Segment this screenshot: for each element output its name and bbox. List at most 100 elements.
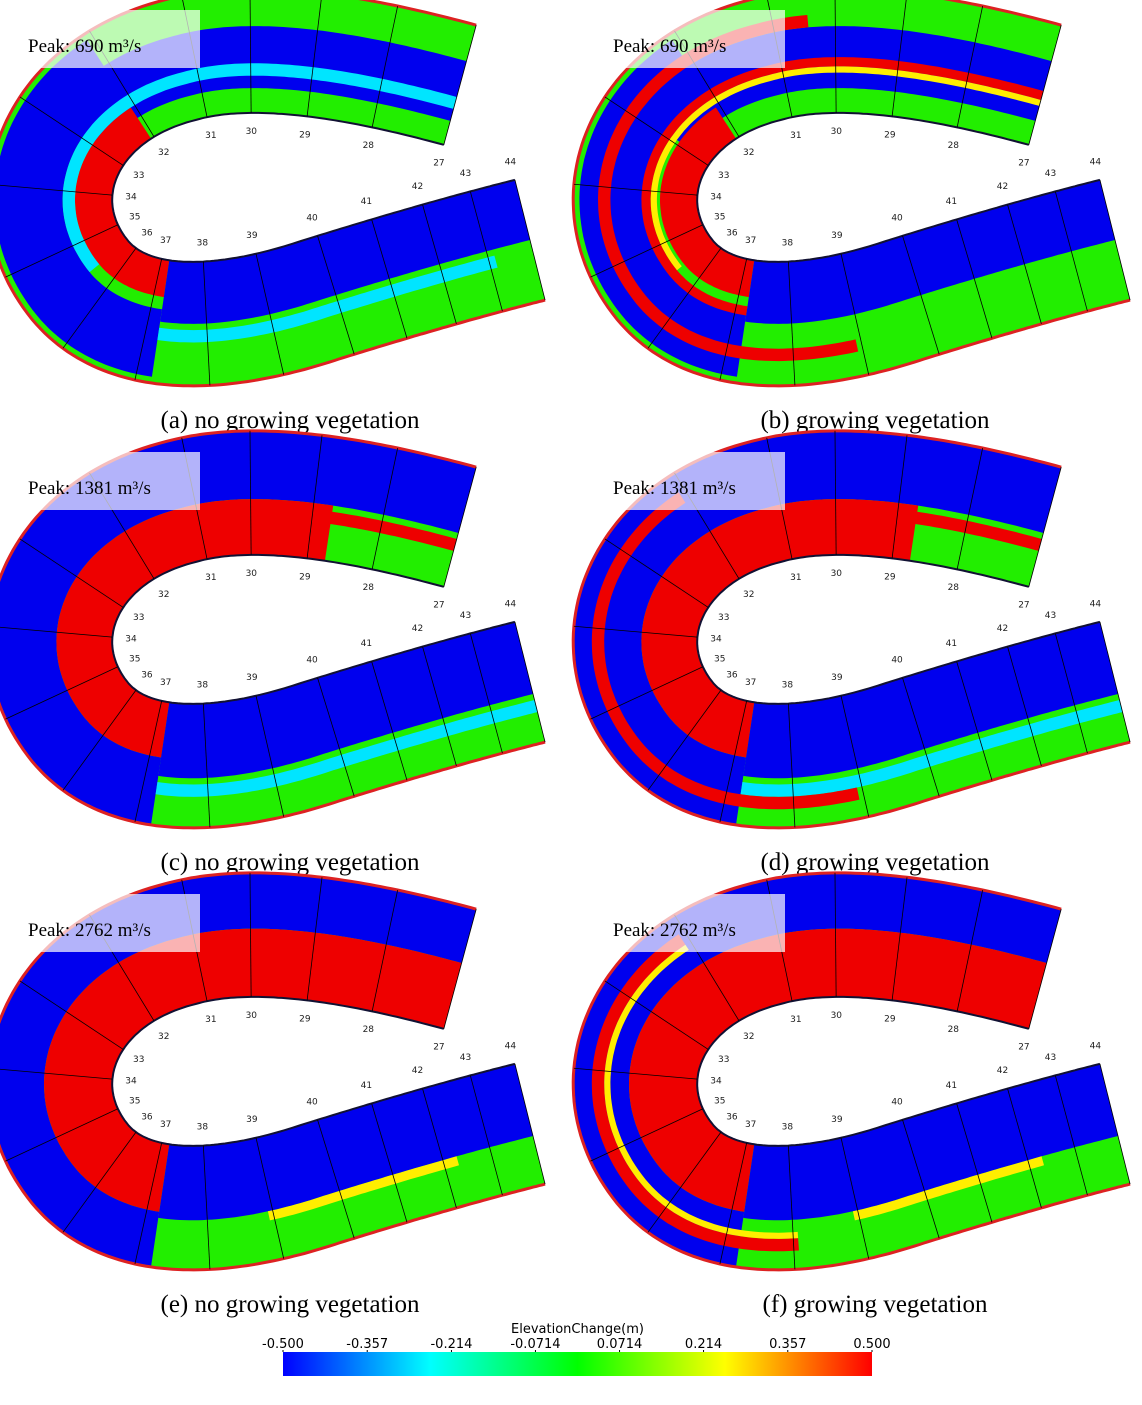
station-label: 27 xyxy=(433,1042,444,1052)
station-label: 43 xyxy=(460,169,471,179)
cross-section xyxy=(371,219,408,339)
station-label: 42 xyxy=(412,182,423,192)
station-label: 31 xyxy=(205,573,216,583)
station-label: 37 xyxy=(160,1120,171,1130)
cross-section xyxy=(5,1108,119,1162)
cross-section xyxy=(1007,646,1042,767)
cross-section xyxy=(0,626,113,638)
cross-section xyxy=(1028,909,1062,1029)
caption: (e) no growing vegetation xyxy=(161,1291,420,1318)
station-label: 29 xyxy=(299,130,311,140)
colorbar-tick-label: 0.500 xyxy=(853,1337,890,1352)
cross-section xyxy=(590,666,704,720)
cross-section xyxy=(249,430,252,555)
station-label: 34 xyxy=(125,192,137,202)
cross-section xyxy=(19,96,124,166)
station-label: 31 xyxy=(205,1015,216,1025)
peak-box xyxy=(20,10,200,68)
cross-section xyxy=(5,224,119,278)
station-label: 41 xyxy=(946,197,957,207)
station-label: 39 xyxy=(831,231,843,241)
cross-section xyxy=(891,435,908,559)
station-label: 31 xyxy=(790,573,801,583)
cross-section xyxy=(514,179,546,301)
station-label: 37 xyxy=(160,678,171,688)
cross-section xyxy=(834,430,837,555)
station-label: 40 xyxy=(891,1098,903,1108)
inner-bank xyxy=(696,111,1101,263)
station-label: 33 xyxy=(718,171,729,181)
peak-label: Peak: 2762 m³/s xyxy=(28,920,151,941)
river-band xyxy=(573,430,1062,825)
peak-box xyxy=(20,894,200,952)
station-label: 43 xyxy=(1045,169,1056,179)
peak-box xyxy=(20,452,200,510)
cross-section xyxy=(604,980,709,1050)
cross-section xyxy=(647,689,722,791)
station-label: 30 xyxy=(246,1011,258,1021)
colorbar-title: ElevationChange(m) xyxy=(511,1322,644,1337)
cross-section xyxy=(62,689,137,791)
cross-section xyxy=(590,224,704,278)
station-label: 42 xyxy=(997,1066,1008,1076)
colorbar-tick-label: -0.0714 xyxy=(510,1337,560,1352)
cross-section xyxy=(1054,633,1088,754)
station-label: 27 xyxy=(433,158,444,168)
station-label: 33 xyxy=(133,1055,144,1065)
river-band xyxy=(660,107,755,298)
station-label: 37 xyxy=(160,236,171,246)
outer-bank xyxy=(571,871,1131,1272)
station-label: 44 xyxy=(505,157,517,167)
station-label: 41 xyxy=(361,639,372,649)
peak-label: Peak: 1381 m³/s xyxy=(28,478,151,499)
river-band xyxy=(160,179,530,324)
cross-section xyxy=(255,695,285,817)
cross-section xyxy=(840,1137,870,1259)
station-label: 32 xyxy=(743,590,754,600)
caption: (d) growing vegetation xyxy=(760,849,990,876)
river-band xyxy=(743,1063,1118,1221)
colorbar-tick-label: 0.0714 xyxy=(597,1337,643,1352)
cross-section xyxy=(249,0,252,113)
station-label: 32 xyxy=(743,148,754,158)
station-label: 35 xyxy=(714,654,725,664)
station-label: 32 xyxy=(743,1032,754,1042)
outer-bank xyxy=(0,0,546,388)
station-label: 31 xyxy=(790,131,801,141)
peak-box xyxy=(605,10,785,68)
cross-section xyxy=(469,633,503,754)
station-label: 36 xyxy=(726,229,738,239)
station-label: 44 xyxy=(505,599,517,609)
station-label: 32 xyxy=(158,1032,169,1042)
river-band xyxy=(158,1063,534,1221)
cross-section xyxy=(1054,191,1088,312)
station-label: 36 xyxy=(141,1113,153,1123)
cross-section xyxy=(422,1088,457,1209)
station-label: 38 xyxy=(197,1122,209,1132)
outer-bank xyxy=(0,871,546,1272)
cross-section xyxy=(956,447,984,570)
station-label: 34 xyxy=(125,1076,137,1086)
cross-section xyxy=(573,1067,698,1080)
inner-bank xyxy=(111,553,516,705)
colorbar-tick-label: -0.214 xyxy=(430,1337,472,1352)
station-label: 28 xyxy=(363,141,375,151)
cross-section xyxy=(443,467,477,587)
river-band xyxy=(267,1156,459,1221)
station-label: 38 xyxy=(197,238,209,248)
station-label: 30 xyxy=(831,1011,843,1021)
station-label: 41 xyxy=(361,197,372,207)
station-label: 42 xyxy=(997,182,1008,192)
river-band xyxy=(641,499,919,758)
cross-section xyxy=(371,5,399,128)
station-label: 43 xyxy=(1045,1053,1056,1063)
cross-section xyxy=(891,877,908,1001)
cross-section xyxy=(0,184,113,196)
station-label: 38 xyxy=(197,680,209,690)
peak-label: Peak: 690 m³/s xyxy=(613,36,726,57)
cross-section xyxy=(306,0,322,117)
river-band xyxy=(275,505,457,551)
